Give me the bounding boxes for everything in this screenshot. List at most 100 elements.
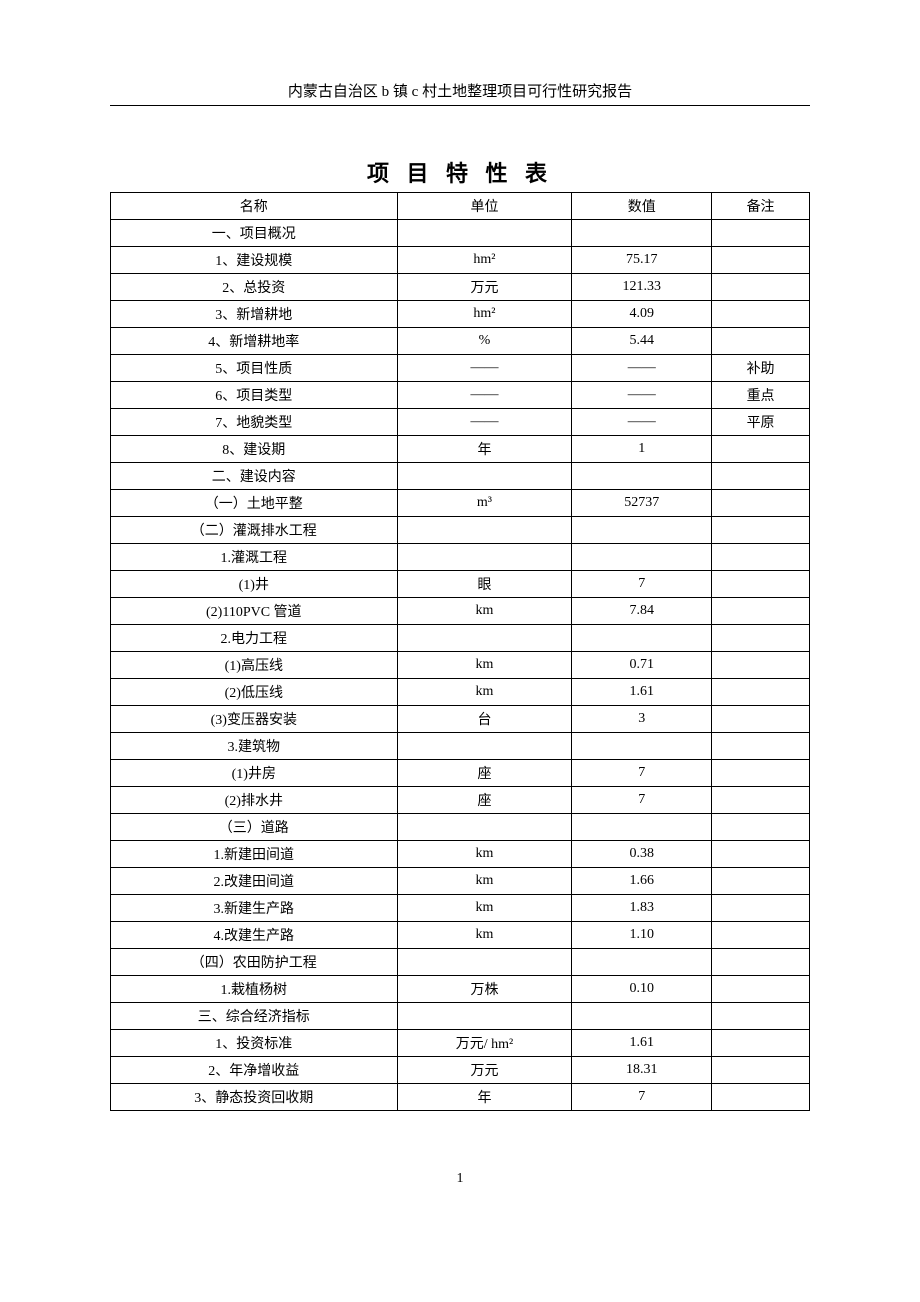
table-row: 2、年净增收益万元18.31: [111, 1057, 810, 1084]
cell-name: (3)变压器安装: [111, 706, 398, 733]
cell-name: 6、项目类型: [111, 382, 398, 409]
cell-value: 4.09: [572, 301, 712, 328]
cell-unit: 年: [397, 1084, 572, 1111]
cell-unit: [397, 814, 572, 841]
table-row: 4.改建生产路km1.10: [111, 922, 810, 949]
cell-unit: km: [397, 598, 572, 625]
cell-unit: 年: [397, 436, 572, 463]
cell-name: (2)110PVC 管道: [111, 598, 398, 625]
cell-name: 二、建设内容: [111, 463, 398, 490]
cell-note: [712, 949, 810, 976]
cell-name: 4.改建生产路: [111, 922, 398, 949]
table-row: (2)110PVC 管道km7.84: [111, 598, 810, 625]
cell-note: [712, 868, 810, 895]
cell-value: [572, 733, 712, 760]
table-row: (1)井眼7: [111, 571, 810, 598]
table-row: (2)排水井座7: [111, 787, 810, 814]
cell-name: (2)低压线: [111, 679, 398, 706]
cell-note: [712, 652, 810, 679]
cell-name: (2)排水井: [111, 787, 398, 814]
cell-note: [712, 598, 810, 625]
table-row: （一）土地平整m³52737: [111, 490, 810, 517]
cell-name: 4、新增耕地率: [111, 328, 398, 355]
cell-value: 7: [572, 787, 712, 814]
cell-value: 0.38: [572, 841, 712, 868]
table-row: 4、新增耕地率%5.44: [111, 328, 810, 355]
cell-note: [712, 1003, 810, 1030]
table-row: （二）灌溉排水工程: [111, 517, 810, 544]
cell-value: 3: [572, 706, 712, 733]
cell-value: [572, 625, 712, 652]
cell-unit: [397, 544, 572, 571]
cell-unit: ——: [397, 409, 572, 436]
cell-value: 7: [572, 571, 712, 598]
cell-value: 0.71: [572, 652, 712, 679]
cell-unit: 台: [397, 706, 572, 733]
cell-value: 0.10: [572, 976, 712, 1003]
cell-unit: hm²: [397, 301, 572, 328]
cell-note: [712, 301, 810, 328]
cell-value: 1.66: [572, 868, 712, 895]
cell-value: 121.33: [572, 274, 712, 301]
cell-note: [712, 328, 810, 355]
cell-name: 1.栽植杨树: [111, 976, 398, 1003]
table-row: (1)高压线km0.71: [111, 652, 810, 679]
cell-name: 8、建设期: [111, 436, 398, 463]
cell-name: （二）灌溉排水工程: [111, 517, 398, 544]
cell-note: 补助: [712, 355, 810, 382]
cell-unit: 座: [397, 760, 572, 787]
col-header-value: 数值: [572, 193, 712, 220]
cell-note: [712, 1084, 810, 1111]
table-row: 2.改建田间道km1.66: [111, 868, 810, 895]
cell-value: ——: [572, 409, 712, 436]
cell-note: [712, 922, 810, 949]
table-row: 1、建设规模hm²75.17: [111, 247, 810, 274]
cell-value: 5.44: [572, 328, 712, 355]
cell-name: 1.新建田间道: [111, 841, 398, 868]
cell-note: [712, 706, 810, 733]
cell-note: [712, 220, 810, 247]
table-row: 2.电力工程: [111, 625, 810, 652]
cell-unit: [397, 517, 572, 544]
cell-note: 平原: [712, 409, 810, 436]
cell-value: 1.61: [572, 679, 712, 706]
cell-note: [712, 544, 810, 571]
cell-unit: [397, 949, 572, 976]
cell-unit: [397, 733, 572, 760]
cell-value: 52737: [572, 490, 712, 517]
header-divider: [110, 105, 810, 106]
col-header-name: 名称: [111, 193, 398, 220]
cell-note: [712, 679, 810, 706]
cell-unit: km: [397, 841, 572, 868]
table-row: 5、项目性质————补助: [111, 355, 810, 382]
cell-note: [712, 247, 810, 274]
cell-note: [712, 463, 810, 490]
cell-name: 1、建设规模: [111, 247, 398, 274]
table-row: 8、建设期年1: [111, 436, 810, 463]
table-row: 1.新建田间道km0.38: [111, 841, 810, 868]
cell-note: [712, 760, 810, 787]
cell-value: ——: [572, 382, 712, 409]
cell-name: 三、综合经济指标: [111, 1003, 398, 1030]
cell-value: 7: [572, 1084, 712, 1111]
cell-note: [712, 517, 810, 544]
table-row: （四）农田防护工程: [111, 949, 810, 976]
table-row: 3.建筑物: [111, 733, 810, 760]
cell-unit: %: [397, 328, 572, 355]
table-row: 1、投资标准万元/ hm²1.61: [111, 1030, 810, 1057]
cell-value: [572, 1003, 712, 1030]
table-row: 3、新增耕地hm²4.09: [111, 301, 810, 328]
cell-unit: [397, 625, 572, 652]
cell-unit: hm²: [397, 247, 572, 274]
cell-unit: 万元: [397, 1057, 572, 1084]
cell-value: 7.84: [572, 598, 712, 625]
table-row: 6、项目类型————重点: [111, 382, 810, 409]
cell-note: 重点: [712, 382, 810, 409]
cell-unit: [397, 463, 572, 490]
cell-unit: km: [397, 895, 572, 922]
cell-note: [712, 841, 810, 868]
cell-note: [712, 274, 810, 301]
cell-name: 3、静态投资回收期: [111, 1084, 398, 1111]
cell-note: [712, 895, 810, 922]
table-header-row: 名称 单位 数值 备注: [111, 193, 810, 220]
